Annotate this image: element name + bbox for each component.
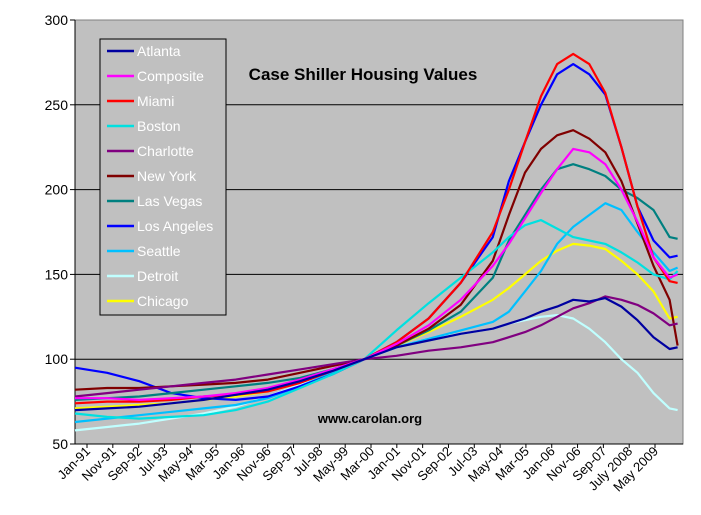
watermark-annotation: www.carolan.org bbox=[317, 411, 422, 426]
series-line-seattle bbox=[74, 202, 679, 424]
series-line-boston bbox=[74, 219, 679, 420]
legend-label-composite: Composite bbox=[137, 68, 204, 84]
y-tick-label: 250 bbox=[45, 97, 69, 113]
legend-label-seattle: Seattle bbox=[137, 243, 181, 259]
legend-label-charlotte: Charlotte bbox=[137, 143, 194, 159]
legend-label-chicago: Chicago bbox=[137, 293, 189, 309]
legend-label-boston: Boston bbox=[137, 118, 181, 134]
legend-label-las-vegas: Las Vegas bbox=[137, 193, 202, 209]
legend-label-miami: Miami bbox=[137, 93, 174, 109]
series-lines bbox=[74, 52, 679, 432]
y-axis: 50 100 150 200 250 300 bbox=[45, 12, 76, 452]
legend-label-new-york: New York bbox=[137, 168, 197, 184]
legend-label-los-angeles: Los Angeles bbox=[137, 218, 213, 234]
legend: Atlanta Composite Miami Boston Charlotte New … bbox=[99, 38, 227, 316]
series-line-charlotte bbox=[74, 295, 678, 398]
series-line-atlanta bbox=[74, 297, 678, 412]
chart-title: Case Shiller Housing Values bbox=[249, 65, 478, 84]
legend-label-atlanta: Atlanta bbox=[137, 43, 181, 59]
y-tick-label: 50 bbox=[52, 436, 68, 452]
y-tick-label: 100 bbox=[45, 351, 69, 367]
series-line-composite bbox=[75, 147, 679, 401]
legend-label-detroit: Detroit bbox=[137, 268, 178, 284]
y-tick-label: 300 bbox=[45, 12, 69, 28]
y-tick-label: 150 bbox=[45, 266, 69, 282]
y-tick-label: 200 bbox=[45, 182, 69, 198]
